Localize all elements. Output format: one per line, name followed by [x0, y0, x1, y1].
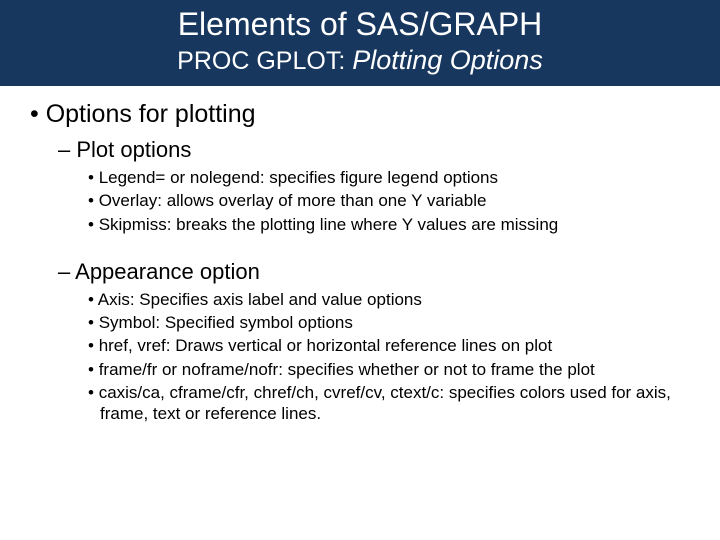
lvl3-item: frame/fr or noframe/nofr: specifies whet… [88, 359, 690, 380]
slide-subtitle: PROC GPLOT: Plotting Options [0, 45, 720, 76]
lvl1-text: Options for plotting [46, 100, 256, 128]
lvl2-heading: Plot options [76, 137, 191, 162]
level1-list: Options for plotting Plot options Legend… [30, 100, 690, 424]
subtitle-plain: PROC GPLOT: [177, 47, 352, 75]
lvl3-item: Skipmiss: breaks the plotting line where… [88, 214, 690, 235]
subtitle-italic: Plotting Options [352, 45, 543, 75]
slide: Elements of SAS/GRAPH PROC GPLOT: Plotti… [0, 0, 720, 540]
level2-list: Plot options Legend= or nolegend: specif… [58, 137, 690, 424]
lvl3-item: href, vref: Draws vertical or horizontal… [88, 335, 690, 356]
header-band: Elements of SAS/GRAPH PROC GPLOT: Plotti… [0, 0, 720, 86]
lvl3-item: Legend= or nolegend: specifies figure le… [88, 167, 690, 188]
lvl3-item: Symbol: Specified symbol options [88, 312, 690, 333]
slide-title: Elements of SAS/GRAPH [0, 6, 720, 43]
lvl3-item: caxis/ca, cframe/cfr, chref/ch, cvref/cv… [88, 382, 690, 425]
lvl1-item: Options for plotting Plot options Legend… [30, 100, 690, 424]
lvl3-item: Axis: Specifies axis label and value opt… [88, 289, 690, 310]
level3-list-plot: Legend= or nolegend: specifies figure le… [88, 167, 690, 235]
lvl2-item-appearance: Appearance option Axis: Specifies axis l… [58, 259, 690, 425]
lvl3-item: Overlay: allows overlay of more than one… [88, 190, 690, 211]
lvl2-heading: Appearance option [75, 259, 260, 284]
level3-list-appearance: Axis: Specifies axis label and value opt… [88, 289, 690, 425]
spacer [58, 239, 690, 251]
slide-body: Options for plotting Plot options Legend… [0, 86, 720, 424]
lvl2-item-plot-options: Plot options Legend= or nolegend: specif… [58, 137, 690, 235]
